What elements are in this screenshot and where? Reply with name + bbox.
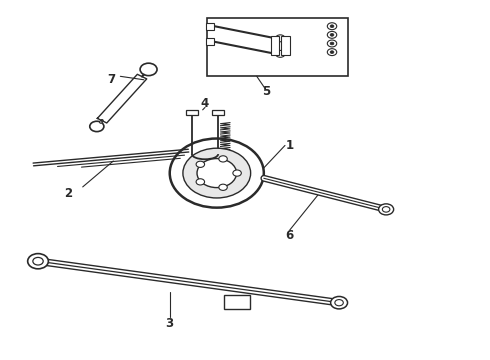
Circle shape [219,184,227,190]
Circle shape [197,158,237,188]
Circle shape [196,179,204,185]
Circle shape [196,161,204,167]
Circle shape [331,297,347,309]
Circle shape [27,253,49,269]
Text: 3: 3 [166,317,174,330]
Text: 5: 5 [262,85,270,98]
Circle shape [183,148,251,198]
Text: 6: 6 [286,229,294,242]
Bar [212,110,224,115]
Bar [271,36,279,55]
Circle shape [379,204,393,215]
Polygon shape [98,74,147,123]
Bar [224,295,250,309]
Text: 1: 1 [286,139,294,152]
Bar [206,38,215,45]
Circle shape [233,170,242,176]
Text: 4: 4 [201,98,209,111]
Circle shape [330,25,334,28]
Circle shape [330,33,334,36]
Bar [206,23,215,30]
Circle shape [219,156,227,162]
Bar [207,18,348,76]
Bar [186,110,198,115]
Circle shape [330,42,334,45]
Text: 7: 7 [107,73,115,86]
Text: 2: 2 [65,187,73,200]
Bar [281,36,290,55]
Circle shape [330,51,334,54]
